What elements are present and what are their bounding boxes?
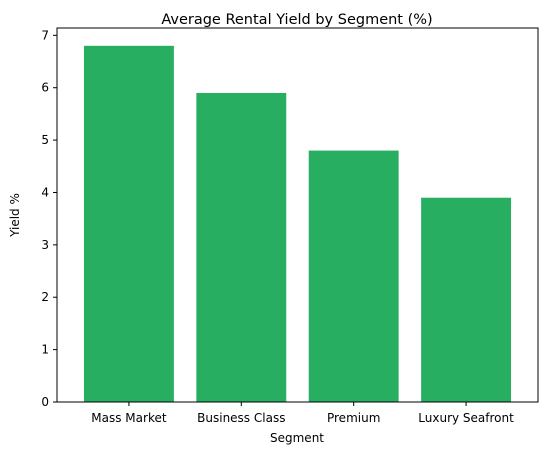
y-tick-label: 5: [41, 133, 49, 147]
bar-mass-market: [83, 45, 174, 403]
chart-title: Average Rental Yield by Segment (%): [161, 12, 432, 28]
y-tick-label: 2: [41, 290, 49, 304]
y-axis-label: Yield %: [8, 193, 22, 238]
plot-area: Mass Market Business Class Premium Luxury S…: [41, 28, 514, 425]
y-tick-label: 4: [41, 185, 49, 199]
x-tick-label: Luxury Seafront: [418, 411, 514, 425]
y-tick-label: 3: [41, 238, 49, 252]
x-tick-label: Mass Market: [91, 411, 167, 425]
y-tick-label: 7: [41, 28, 49, 42]
x-tick-label: Premium: [327, 411, 380, 425]
x-axis-label: Segment: [270, 431, 324, 445]
y-tick-label: 0: [41, 395, 49, 409]
bar-luxury-seafront: [421, 197, 512, 402]
y-tick-label: 1: [41, 343, 49, 357]
plot-frame: [56, 27, 539, 403]
x-tick-label: Business Class: [197, 411, 285, 425]
bar-business-class: [196, 92, 287, 402]
y-tick-label: 6: [41, 81, 49, 95]
bar-premium: [308, 150, 399, 402]
